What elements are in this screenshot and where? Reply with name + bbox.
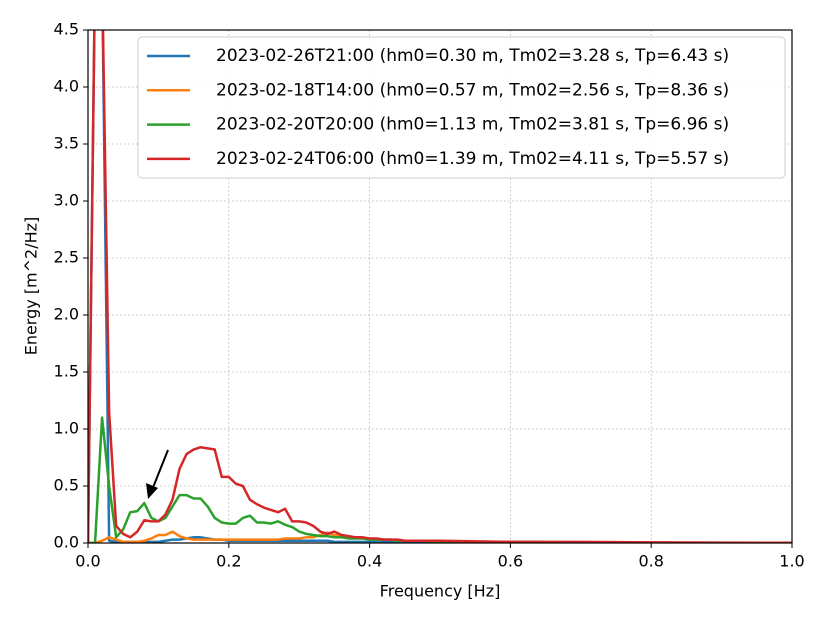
x-axis-label: Frequency [Hz] bbox=[380, 582, 501, 601]
y-tick-label: 1.0 bbox=[54, 419, 79, 438]
y-tick-label: 0.5 bbox=[54, 476, 79, 495]
y-tick-label: 2.5 bbox=[54, 248, 79, 267]
x-tick-label: 0.2 bbox=[216, 552, 241, 571]
x-tick-label: 1.0 bbox=[779, 552, 804, 571]
y-tick-label: 3.0 bbox=[54, 191, 79, 210]
x-tick-label: 0.4 bbox=[357, 552, 382, 571]
y-tick-label: 4.0 bbox=[54, 77, 79, 96]
legend-label: 2023-02-26T21:00 (hm0=0.30 m, Tm02=3.28 … bbox=[216, 46, 729, 66]
x-tick-label: 0.6 bbox=[498, 552, 523, 571]
legend-label: 2023-02-24T06:00 (hm0=1.39 m, Tm02=4.11 … bbox=[216, 149, 729, 169]
y-tick-label: 1.5 bbox=[54, 362, 79, 381]
annotation-arrow bbox=[151, 449, 169, 491]
annotation-arrowhead bbox=[146, 483, 158, 499]
x-tick-label: 0.8 bbox=[638, 552, 663, 571]
legend-label: 2023-02-18T14:00 (hm0=0.57 m, Tm02=2.56 … bbox=[216, 80, 729, 100]
legend-label: 2023-02-20T20:00 (hm0=1.13 m, Tm02=3.81 … bbox=[216, 115, 729, 135]
legend-box bbox=[137, 36, 786, 179]
series-line bbox=[88, 30, 792, 543]
y-tick-label: 2.0 bbox=[54, 305, 79, 324]
series-line bbox=[88, 416, 792, 543]
plot-frame bbox=[87, 29, 793, 544]
y-tick-label: 4.5 bbox=[54, 20, 79, 39]
y-tick-label: 0.0 bbox=[54, 533, 79, 552]
y-tick-label: 3.5 bbox=[54, 134, 79, 153]
y-axis-label: Energy [m^2/Hz] bbox=[22, 217, 41, 356]
x-tick-label: 0.0 bbox=[75, 552, 100, 571]
